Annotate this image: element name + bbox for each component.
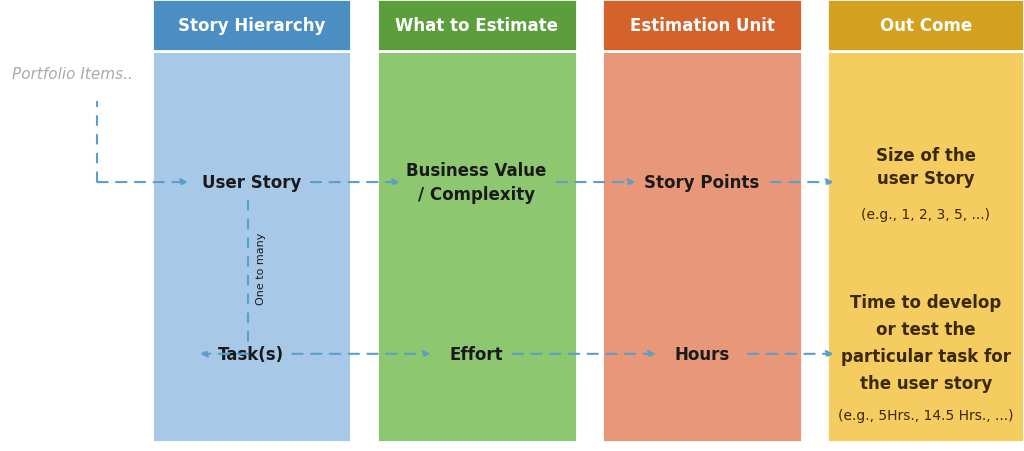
Text: user Story: user Story [877,169,975,187]
Bar [602,52,802,442]
Text: (e.g., 1, 2, 3, 5, ...): (e.g., 1, 2, 3, 5, ...) [861,207,990,221]
Text: Estimation Unit: Estimation Unit [630,17,774,35]
Text: Story Hierarchy: Story Hierarchy [178,17,325,35]
Text: or test the: or test the [876,320,976,338]
Text: Task(s): Task(s) [218,345,285,363]
Bar [602,0,802,52]
Text: Out Come: Out Come [880,17,972,35]
Text: Size of the: Size of the [876,147,976,165]
Text: Business Value
/ Complexity: Business Value / Complexity [407,162,547,203]
Text: Story Points: Story Points [644,174,760,192]
Text: particular task for: particular task for [841,347,1011,365]
Bar [827,52,1024,442]
Bar [827,0,1024,52]
Text: What to Estimate: What to Estimate [395,17,558,35]
Bar [152,0,351,52]
Text: One to many: One to many [256,232,266,304]
Text: User Story: User Story [202,174,301,192]
Bar [152,52,351,442]
Text: Portfolio Items..: Portfolio Items.. [12,67,133,82]
Text: the user story: the user story [859,374,992,392]
Bar [377,52,577,442]
Text: Time to develop: Time to develop [850,293,1001,311]
Text: (e.g., 5Hrs., 14.5 Hrs., ...): (e.g., 5Hrs., 14.5 Hrs., ...) [838,408,1014,422]
Text: Effort: Effort [450,345,504,363]
Text: Hours: Hours [675,345,729,363]
Bar [377,0,577,52]
